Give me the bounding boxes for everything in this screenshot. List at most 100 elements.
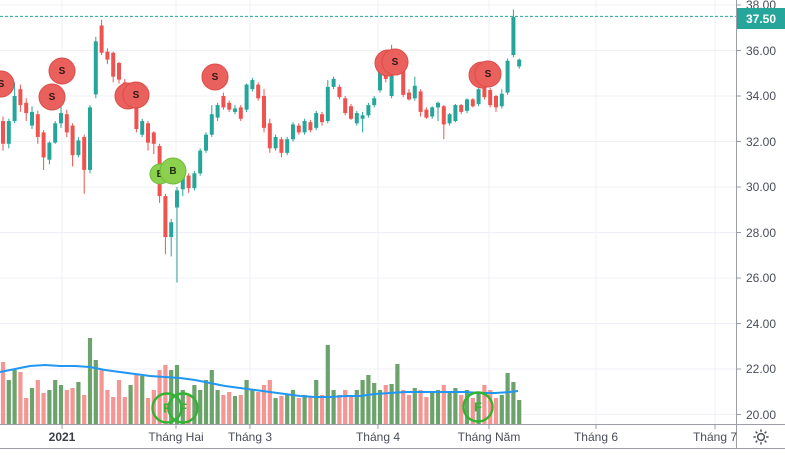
price-label: 36.00	[746, 43, 777, 58]
volume-bar	[29, 388, 35, 424]
candle-body	[238, 107, 243, 119]
price-label: 20.00	[746, 407, 777, 422]
signal-letter: S	[485, 69, 492, 80]
volume-bar	[192, 385, 197, 424]
price-label: 34.00	[746, 89, 777, 103]
volume-bar	[314, 380, 319, 424]
volume-bar	[12, 370, 17, 424]
candle-body	[35, 114, 40, 137]
event-label: F	[163, 401, 171, 416]
candle-body	[105, 51, 110, 60]
candle-body	[488, 90, 493, 106]
candle-body	[279, 139, 284, 153]
candle-body	[389, 70, 394, 96]
candle-body	[88, 107, 92, 170]
candle-body	[273, 136, 278, 149]
event-circle[interactable]	[462, 391, 494, 423]
candle-body	[314, 113, 319, 128]
sell-marker[interactable]	[201, 63, 229, 91]
sell-marker[interactable]	[48, 57, 76, 85]
volume-bar	[58, 385, 64, 424]
volume-bars	[0, 338, 522, 424]
volume-bar	[151, 390, 156, 424]
candle-body	[163, 196, 168, 238]
volume-bar	[441, 385, 446, 424]
signal-letter: B	[169, 166, 176, 177]
candle-body	[250, 80, 255, 90]
candle-body	[256, 84, 261, 99]
volume-bar	[435, 390, 441, 424]
volume-bar	[221, 395, 226, 424]
candle-body	[465, 99, 469, 111]
volume-bar	[459, 395, 464, 424]
candle-body	[244, 84, 249, 110]
time-label[interactable]: Tháng Năm	[457, 430, 521, 444]
sell-marker[interactable]	[38, 83, 66, 111]
candle-body	[372, 98, 377, 106]
theme-toggle-icon[interactable]	[750, 426, 772, 448]
candle-body	[209, 114, 214, 135]
time-label[interactable]: Tháng 6	[573, 430, 619, 444]
time-label[interactable]: Tháng Hai	[148, 430, 204, 444]
volume-bar	[256, 392, 261, 424]
candle-body	[76, 140, 81, 156]
volume-bar	[412, 388, 417, 424]
volume-ma-line	[0, 364, 519, 398]
signal-letter: S	[59, 66, 66, 77]
event-label: F	[474, 400, 482, 415]
volume-bar	[331, 390, 336, 424]
volume-bar	[261, 385, 267, 424]
volume-bar	[337, 395, 342, 424]
volume-bar	[145, 398, 151, 424]
volume-bar	[453, 388, 458, 424]
candle-body	[401, 66, 406, 95]
time-label[interactable]: Tháng 3	[227, 430, 273, 444]
candle-body	[262, 96, 266, 128]
time-label[interactable]: Tháng 7	[692, 430, 738, 444]
candle-body	[470, 99, 475, 107]
volume-bar	[186, 395, 191, 424]
candle-body	[366, 105, 371, 116]
price-label: 22.00	[746, 362, 777, 376]
candle-body	[430, 107, 435, 117]
candle-body	[146, 123, 150, 143]
volume-bar	[18, 372, 23, 424]
volume-bar	[366, 375, 371, 424]
time-label[interactable]: 2021	[48, 430, 76, 444]
sell-marker[interactable]	[122, 81, 150, 109]
volume-bar	[470, 398, 475, 424]
last-price-badge: 37.50	[737, 8, 785, 29]
candle-body	[308, 122, 313, 131]
event-circle[interactable]	[167, 392, 199, 424]
volume-ma	[0, 364, 519, 398]
sell-marker[interactable]	[0, 70, 15, 98]
candle-body	[441, 106, 446, 125]
candle-body	[233, 108, 237, 112]
signal-markers[interactable]: SSSSSSSSSSEB	[0, 48, 502, 185]
candle-body	[482, 85, 487, 98]
volume-bar	[517, 400, 522, 424]
time-label[interactable]: Tháng 4	[355, 430, 401, 444]
buy-marker[interactable]	[159, 157, 187, 185]
candlesticks	[1, 9, 522, 283]
sell-marker[interactable]	[381, 48, 409, 76]
volume-bar	[348, 395, 354, 424]
candle-body	[59, 113, 63, 124]
event-circle[interactable]	[151, 392, 183, 424]
candle-body	[337, 86, 342, 98]
volume-bar	[169, 370, 174, 424]
volume-bar	[464, 390, 470, 424]
candle-body	[41, 132, 46, 158]
candle-body	[82, 136, 87, 170]
candle-body	[64, 114, 69, 133]
candle-body	[175, 190, 179, 208]
candle-body	[70, 125, 75, 156]
candle-body	[18, 89, 23, 106]
candle-body	[354, 113, 359, 124]
sell-marker[interactable]	[474, 60, 502, 88]
signal-letter: S	[49, 92, 56, 103]
signal-letter: S	[133, 90, 140, 101]
volume-bar	[76, 382, 81, 424]
